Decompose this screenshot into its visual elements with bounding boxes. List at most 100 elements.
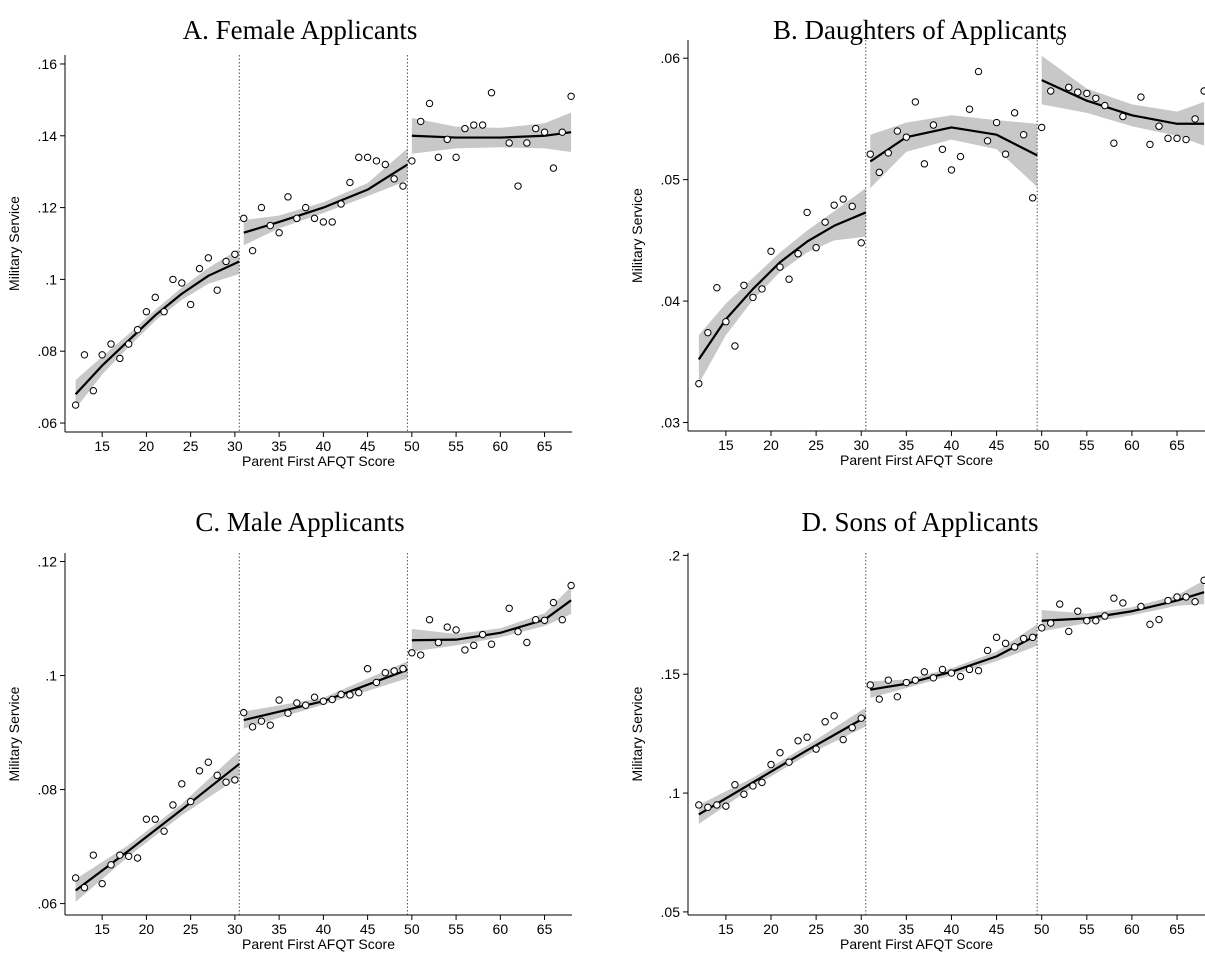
scatter-point bbox=[567, 581, 575, 590]
scatter-point bbox=[169, 801, 177, 809]
scatter-point bbox=[1200, 87, 1205, 95]
scatter-point bbox=[399, 182, 407, 190]
x-axis-label: Parent First AFQT Score bbox=[242, 453, 395, 469]
scatter-point bbox=[1028, 194, 1037, 202]
scatter-point bbox=[142, 815, 151, 823]
scatter-point bbox=[749, 293, 757, 302]
scatter-point bbox=[372, 157, 381, 165]
scatter-point bbox=[204, 758, 213, 766]
panel-title: B. Daughters of Applicants bbox=[773, 15, 1067, 45]
scatter-point bbox=[1137, 93, 1145, 101]
y-tick-label: .15 bbox=[661, 666, 681, 682]
scatter-point bbox=[142, 308, 151, 316]
x-tick-label: 40 bbox=[944, 921, 960, 937]
x-tick-label: 25 bbox=[183, 921, 199, 937]
scatter-point bbox=[231, 250, 239, 258]
scatter-point bbox=[947, 669, 956, 677]
x-tick-label: 30 bbox=[853, 437, 869, 453]
scatter-point bbox=[965, 105, 974, 113]
x-tick-label: 60 bbox=[493, 438, 509, 454]
scatter-point bbox=[478, 121, 487, 129]
scatter-point bbox=[776, 748, 784, 757]
scatter-point bbox=[532, 615, 540, 624]
scatter-point bbox=[178, 780, 186, 788]
scatter-point bbox=[452, 626, 460, 634]
scatter-point bbox=[731, 781, 739, 789]
x-tick-label: 50 bbox=[404, 438, 420, 454]
scatter-point bbox=[983, 137, 992, 145]
scatter-point bbox=[992, 118, 1001, 127]
x-tick-label: 25 bbox=[808, 437, 824, 453]
scatter-point bbox=[1074, 607, 1082, 615]
y-tick-label: .05 bbox=[661, 904, 681, 920]
confidence-band bbox=[75, 750, 240, 902]
panel: B. Daughters of Applicants Parent First A… bbox=[629, 15, 1205, 468]
scatter-point bbox=[1074, 88, 1082, 96]
y-tick-label: .08 bbox=[38, 343, 58, 359]
scatter-point bbox=[1065, 83, 1073, 92]
scatter-point bbox=[740, 790, 748, 798]
scatter-point bbox=[478, 630, 487, 639]
scatter-point bbox=[505, 139, 513, 147]
fit-line bbox=[74, 763, 240, 892]
scatter-point bbox=[866, 150, 874, 158]
scatter-point bbox=[443, 623, 451, 631]
x-tick-label: 20 bbox=[763, 437, 779, 453]
scatter-point bbox=[1001, 639, 1010, 648]
scatter-point bbox=[133, 325, 142, 334]
x-tick-label: 55 bbox=[1079, 437, 1095, 453]
x-tick-label: 25 bbox=[808, 921, 824, 937]
scatter-point bbox=[487, 89, 496, 97]
scatter-point bbox=[992, 633, 1001, 642]
scatter-point bbox=[301, 203, 310, 212]
scatter-point bbox=[425, 615, 434, 624]
scatter-point bbox=[857, 239, 865, 247]
scatter-point bbox=[1019, 634, 1028, 643]
scatter-point bbox=[776, 263, 784, 271]
scatter-point bbox=[1092, 617, 1100, 625]
x-tick-label: 40 bbox=[316, 438, 332, 454]
scatter-point bbox=[487, 640, 496, 648]
scatter-point bbox=[839, 735, 847, 744]
scatter-point bbox=[195, 767, 204, 775]
scatter-point bbox=[204, 254, 213, 262]
panel-title: D. Sons of Applicants bbox=[801, 507, 1038, 537]
scatter-point bbox=[893, 693, 902, 701]
scatter-point bbox=[116, 354, 124, 363]
scatter-point bbox=[740, 281, 748, 289]
y-tick-label: .04 bbox=[661, 293, 681, 309]
panel: A. Female Applicants Parent First AFQT Sc… bbox=[6, 15, 575, 469]
scatter-point bbox=[731, 342, 739, 350]
confidence-band bbox=[870, 115, 1038, 189]
scatter-point bbox=[938, 145, 947, 153]
x-tick-label: 65 bbox=[537, 438, 553, 454]
scatter-point bbox=[1191, 115, 1199, 123]
y-tick-label: .1 bbox=[668, 785, 680, 801]
scatter-point bbox=[116, 851, 124, 859]
x-tick-label: 55 bbox=[448, 438, 464, 454]
scatter-point bbox=[1037, 624, 1046, 632]
x-tick-label: 35 bbox=[899, 921, 915, 937]
scatter-point bbox=[160, 827, 168, 835]
fit-line bbox=[1041, 79, 1205, 125]
y-tick-label: .2 bbox=[668, 547, 680, 563]
y-tick-label: .12 bbox=[38, 554, 58, 570]
scatter-point bbox=[186, 300, 195, 309]
scatter-point bbox=[240, 214, 248, 223]
scatter-point bbox=[1137, 602, 1145, 611]
scatter-point bbox=[266, 221, 274, 230]
y-tick-label: .06 bbox=[38, 896, 58, 912]
scatter-point bbox=[1173, 134, 1181, 143]
scatter-point bbox=[248, 723, 257, 731]
scatter-point bbox=[884, 676, 893, 684]
scatter-point bbox=[248, 246, 257, 255]
scatter-point bbox=[1056, 600, 1064, 608]
scatter-point bbox=[1119, 112, 1127, 121]
fit-line bbox=[698, 716, 867, 816]
scatter-point bbox=[355, 688, 363, 697]
scatter-point bbox=[222, 778, 230, 786]
scatter-point bbox=[803, 733, 811, 741]
x-tick-label: 55 bbox=[1079, 921, 1095, 937]
scatter-point bbox=[125, 340, 133, 348]
y-tick-label: .05 bbox=[661, 172, 681, 188]
